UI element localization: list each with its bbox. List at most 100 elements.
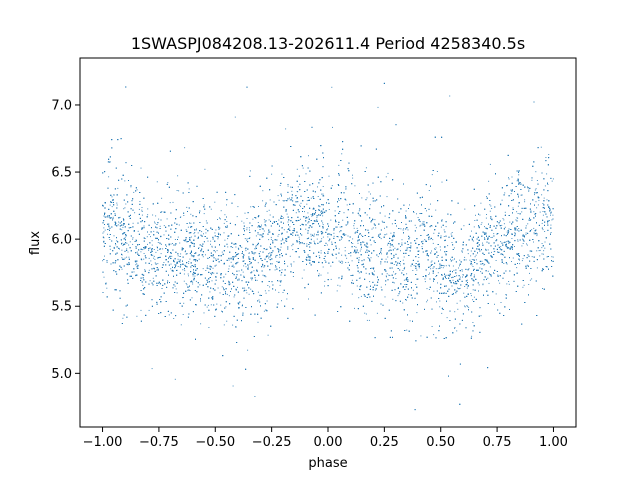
data-point: [166, 245, 167, 247]
data-point: [533, 233, 535, 235]
data-point: [183, 280, 185, 282]
data-point: [384, 215, 386, 217]
data-point: [202, 246, 204, 247]
data-point: [432, 267, 434, 269]
data-point: [294, 251, 296, 253]
data-point: [544, 185, 546, 187]
data-point: [354, 246, 356, 247]
data-point: [464, 286, 466, 287]
data-point: [420, 224, 422, 226]
data-point: [228, 265, 230, 267]
data-point: [117, 224, 119, 226]
data-point: [126, 242, 128, 244]
data-point: [484, 237, 485, 239]
data-point: [341, 153, 343, 155]
data-point: [143, 253, 145, 254]
data-point: [393, 255, 395, 256]
data-point: [261, 224, 262, 226]
data-point: [506, 241, 508, 243]
data-point: [538, 199, 540, 201]
data-point: [503, 219, 505, 221]
data-point: [363, 241, 365, 243]
data-point: [352, 177, 354, 179]
data-point: [426, 288, 428, 290]
data-point: [237, 286, 238, 288]
data-point: [371, 228, 373, 230]
data-point: [128, 244, 130, 246]
data-point: [420, 335, 422, 337]
data-point: [547, 222, 549, 224]
data-point: [482, 242, 483, 244]
data-point: [504, 211, 506, 213]
data-point: [106, 287, 108, 289]
data-point: [148, 257, 150, 259]
data-point: [360, 272, 362, 273]
data-point: [246, 218, 248, 219]
data-point: [432, 242, 434, 244]
data-point: [267, 285, 269, 286]
data-point: [182, 269, 184, 271]
data-point: [401, 242, 403, 244]
data-point: [396, 249, 398, 251]
data-point: [458, 267, 459, 269]
data-point: [368, 319, 370, 321]
data-point: [533, 232, 535, 234]
data-point: [471, 335, 473, 337]
data-point: [140, 251, 142, 253]
data-point: [265, 292, 267, 294]
data-point: [167, 250, 169, 251]
data-point: [158, 282, 160, 284]
data-point: [180, 324, 182, 326]
data-point: [397, 295, 399, 297]
data-point: [387, 256, 389, 258]
data-point: [274, 269, 276, 271]
data-point: [518, 196, 519, 198]
data-point: [386, 273, 388, 275]
data-point: [385, 176, 387, 178]
data-point: [416, 213, 417, 215]
data-point: [451, 232, 453, 233]
data-point: [332, 126, 333, 128]
data-point: [289, 197, 290, 199]
data-point: [470, 295, 472, 297]
data-point: [223, 232, 225, 234]
data-point: [456, 275, 458, 277]
data-point: [531, 229, 533, 231]
data-point: [386, 233, 388, 235]
data-point: [506, 231, 508, 233]
data-point: [322, 186, 324, 187]
data-point: [262, 274, 264, 276]
data-point: [471, 237, 473, 239]
data-point: [508, 177, 509, 179]
data-point: [359, 209, 361, 211]
data-point: [421, 223, 423, 225]
data-point: [286, 298, 288, 300]
data-point: [197, 255, 199, 257]
data-point: [293, 261, 295, 263]
data-point: [211, 280, 213, 282]
data-point: [269, 286, 271, 288]
data-point: [402, 270, 404, 271]
data-point: [116, 240, 118, 242]
data-point: [516, 180, 518, 182]
data-point: [406, 273, 408, 275]
data-point: [227, 238, 229, 240]
data-point: [115, 244, 117, 246]
data-point: [497, 274, 499, 276]
data-point: [484, 226, 485, 228]
data-point: [464, 276, 466, 278]
data-point: [450, 281, 452, 283]
data-point: [426, 301, 428, 303]
data-point: [187, 273, 189, 275]
data-point: [550, 211, 552, 213]
data-point: [429, 266, 431, 268]
data-point: [212, 267, 214, 269]
data-point: [551, 180, 553, 182]
data-point: [465, 259, 467, 261]
data-point: [296, 201, 298, 203]
data-point: [449, 95, 451, 97]
data-point: [177, 175, 179, 177]
data-point: [208, 327, 210, 328]
data-point: [524, 201, 526, 203]
data-point: [448, 264, 450, 266]
